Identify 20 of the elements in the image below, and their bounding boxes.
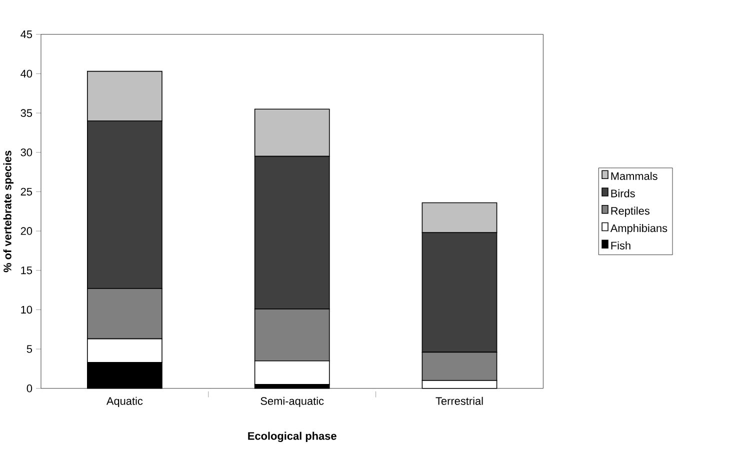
legend-label: Amphibians (610, 224, 668, 234)
x-tick-label: Terrestrial (436, 396, 483, 405)
y-tick-label: 5 (26, 345, 32, 353)
y-tick-label: 0 (26, 384, 32, 392)
x-tick-label: Aquatic (106, 396, 143, 407)
y-tick-label: 40 (20, 70, 32, 78)
y-tick-label: 20 (20, 226, 32, 235)
x-axis-title: Ecological phase (248, 432, 336, 442)
y-tick-label: 35 (20, 108, 32, 117)
legend-label: Birds (611, 189, 635, 198)
y-tick-label: 25 (20, 188, 32, 196)
legend-label: Mammals (611, 172, 658, 180)
legend-label: Reptiles (611, 206, 650, 217)
y-axis-title: % of vertebrate species (3, 150, 14, 272)
y-tick-label: 15 (21, 266, 32, 274)
legend-label: Fish (611, 241, 630, 250)
y-tick-label: 10 (21, 306, 32, 314)
y-tick-label: 45 (20, 30, 32, 38)
x-tick-label: Semi-aquatic (260, 396, 324, 407)
y-tick-label: 30 (20, 148, 32, 156)
